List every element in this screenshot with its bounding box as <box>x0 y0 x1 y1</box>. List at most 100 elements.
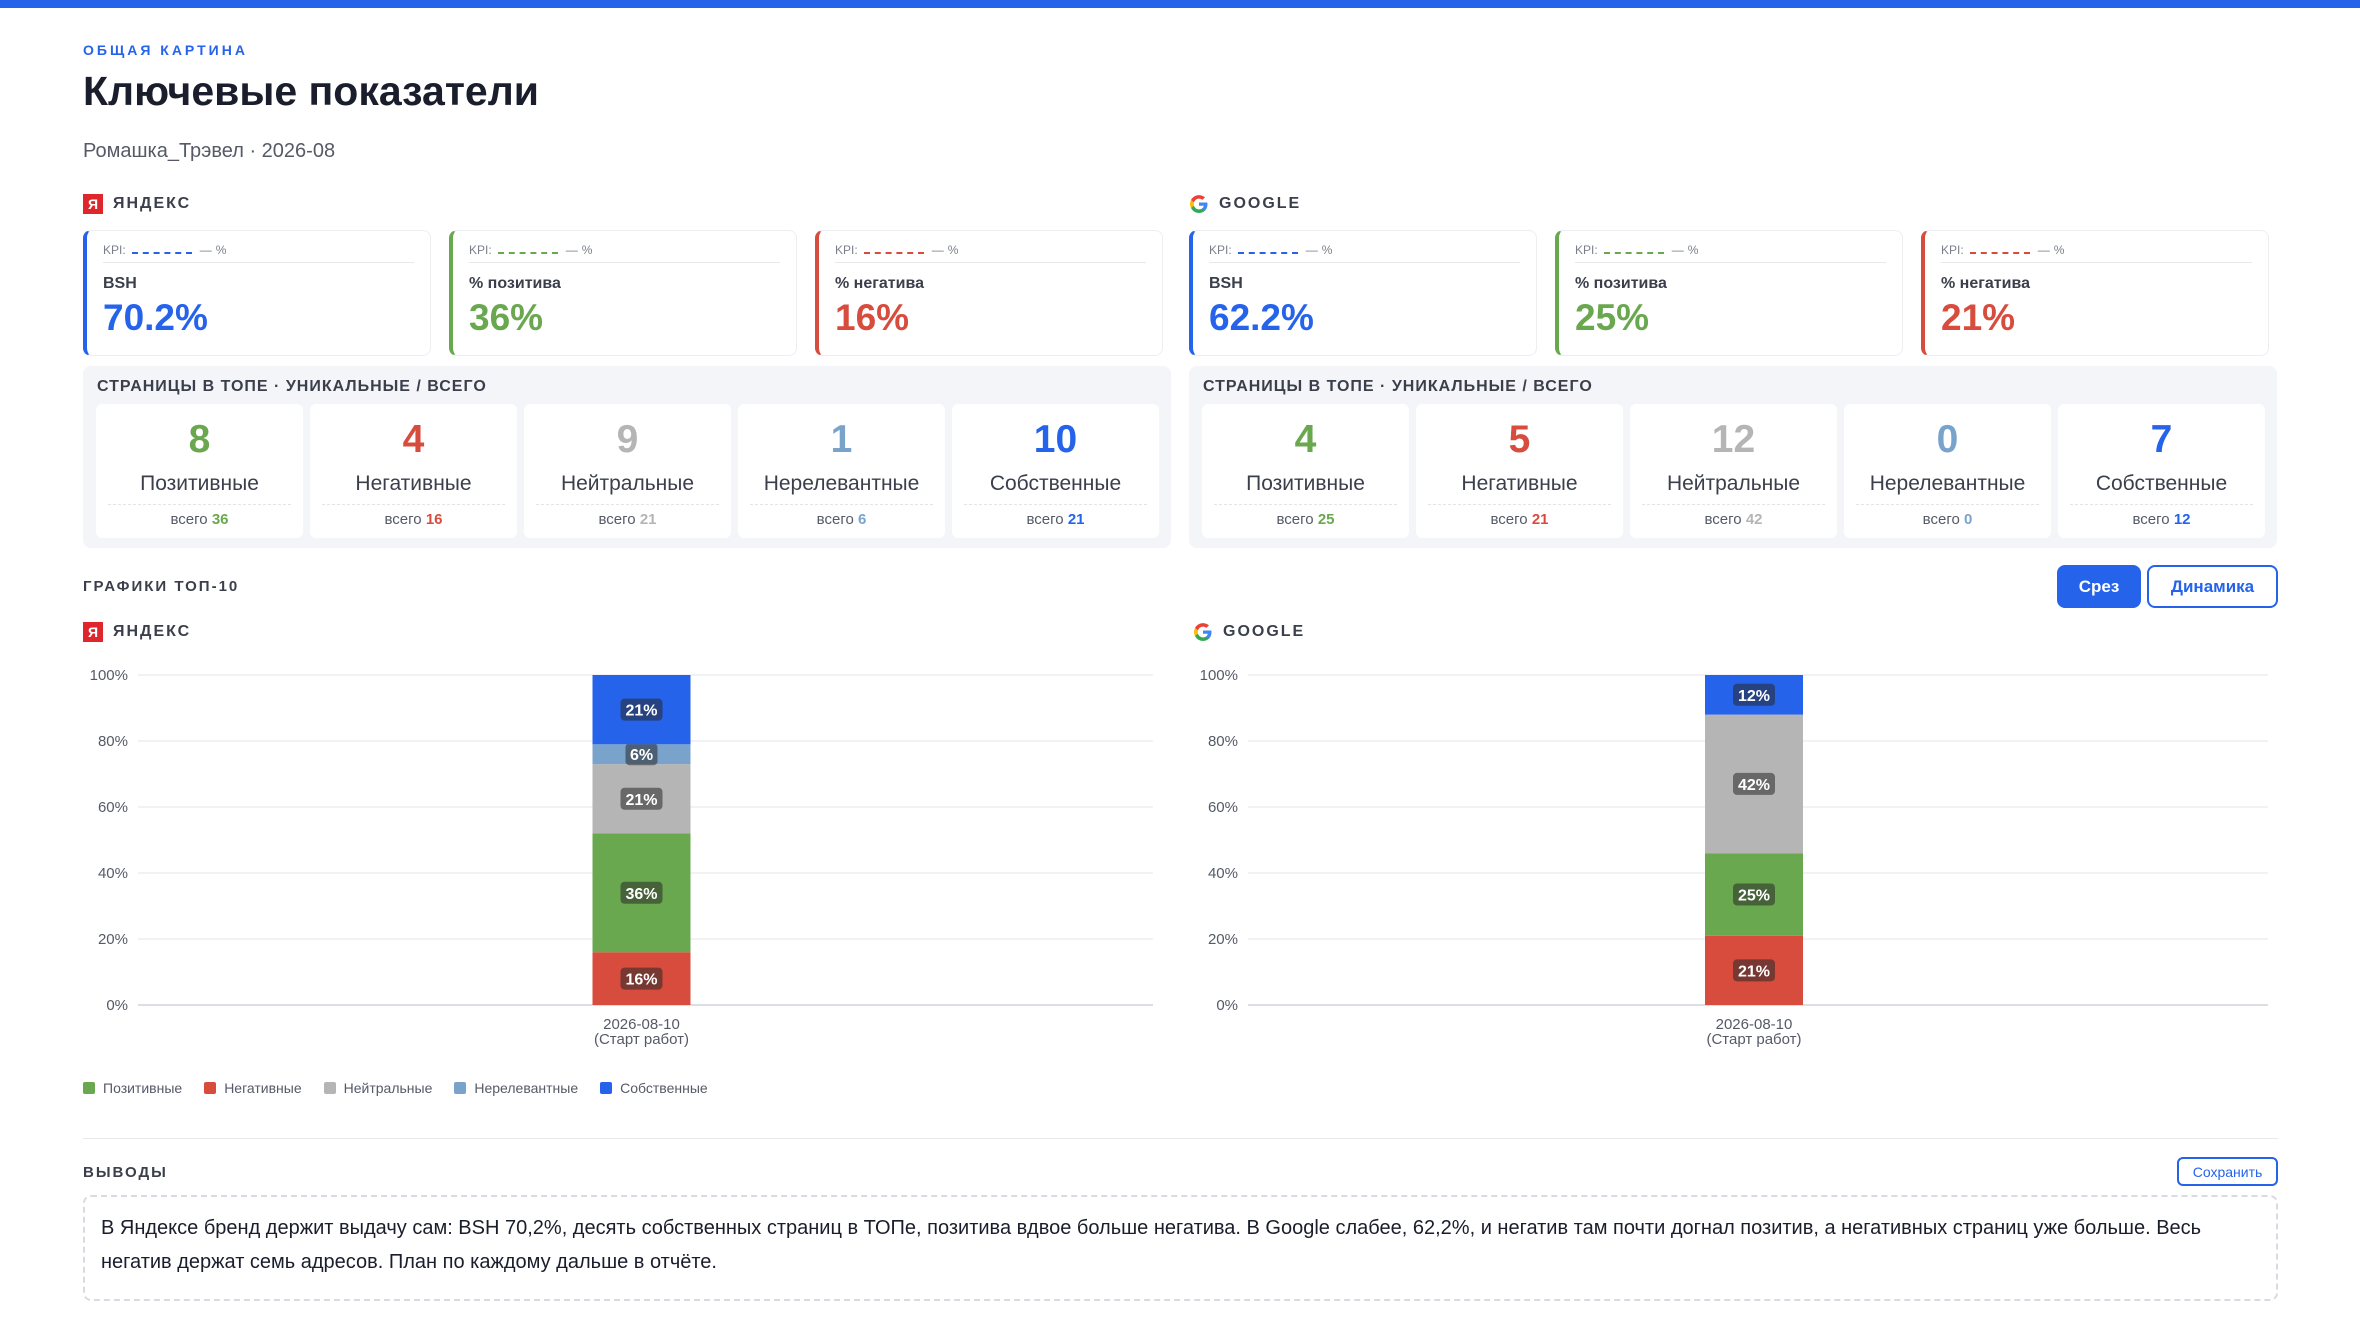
pages-category: Нейтральные <box>1642 472 1825 505</box>
pages-count: 7 <box>2150 418 2173 461</box>
yandex-pages-irrelevant: 1 Нерелевантные всего 6 <box>738 404 945 538</box>
yandex-chart-title: ЯНДЕКС <box>113 623 192 640</box>
google-pages-own: 7 Собственные всего 12 <box>2058 404 2265 538</box>
pages-total: всего 16 <box>384 511 443 528</box>
data-label: 42% <box>1738 777 1770 794</box>
y-tick-label: 20% <box>98 931 128 948</box>
legend-label: Позитивные <box>103 1080 183 1096</box>
legend-item[interactable]: Позитивные <box>83 1080 182 1096</box>
pages-total: всего 0 <box>1922 511 1973 528</box>
data-label-bg <box>1733 683 1775 706</box>
kpi-target-line: KPI: —% <box>1941 243 2252 263</box>
x-tick-label: 2026-08-10 <box>1716 1016 1793 1033</box>
yandex-pages-negative: 4 Негативные всего 16 <box>310 404 517 538</box>
pages-category: Собственные <box>2070 472 2253 505</box>
google-kpi-positive: KPI: —% % позитива 25% <box>1555 230 1903 356</box>
pages-count: 1 <box>830 418 853 461</box>
pages-panel-title: СТРАНИЦЫ В ТОПЕ · УНИКАЛЬНЫЕ / ВСЕГО <box>1203 378 1593 395</box>
yandex-label-text: ЯНДЕКС <box>113 195 192 212</box>
top-accent-bar <box>0 0 2360 8</box>
legend-swatch <box>204 1082 217 1094</box>
pages-panel-title: СТРАНИЦЫ В ТОПЕ · УНИКАЛЬНЫЕ / ВСЕГО <box>97 378 487 395</box>
legend-item[interactable]: Собственные <box>600 1080 708 1096</box>
kpi-target-line: KPI: —% <box>103 243 414 263</box>
slice-button[interactable]: Срез <box>2057 565 2141 608</box>
yandex-pages-own: 10 Собственные всего 21 <box>952 404 1159 538</box>
x-tick-label: (Старт работ) <box>594 1031 689 1048</box>
kpi-value: 21% <box>1941 297 2016 338</box>
google-chart-label: GOOGLE <box>1193 622 1305 642</box>
data-label: 25% <box>1738 887 1770 904</box>
kpi-value: 70.2% <box>103 297 208 338</box>
charts-section-title: ГРАФИКИ ТОП-10 <box>83 578 240 595</box>
conclusions-title: ВЫВОДЫ <box>83 1164 168 1181</box>
legend-item[interactable]: Негативные <box>204 1080 302 1096</box>
yandex-stacked-chart: 0% 20% 40% 60% 80% 100% 16% 36% 21% 6% 21% 2026-08-… <box>90 667 1153 1048</box>
kpi-target-line: KPI: —% <box>469 243 780 263</box>
pages-count: 12 <box>1711 418 1756 461</box>
kpi-target-line: KPI: —% <box>1575 243 1886 263</box>
data-label-bg <box>1733 959 1775 982</box>
save-button[interactable]: Сохранить <box>2177 1157 2278 1186</box>
kpi-label: BSH <box>1209 275 1243 292</box>
data-label-bg <box>625 743 658 766</box>
y-tick-label: 60% <box>98 799 128 816</box>
pages-category: Нейтральные <box>536 472 719 505</box>
legend-label: Собственные <box>620 1080 708 1096</box>
pages-category: Негативные <box>1428 472 1611 505</box>
data-label-bg <box>1733 772 1775 795</box>
y-tick-label: 60% <box>1208 799 1238 816</box>
google-pages-negative: 5 Негативные всего 21 <box>1416 404 1623 538</box>
y-tick-label: 20% <box>1208 931 1238 948</box>
google-label-text: GOOGLE <box>1219 195 1302 212</box>
pages-category: Позитивные <box>108 472 291 505</box>
kpi-label: % позитива <box>469 275 561 292</box>
data-label: 36% <box>625 886 657 903</box>
dynamics-button[interactable]: Динамика <box>2147 565 2278 608</box>
y-tick-label: 40% <box>1208 865 1238 882</box>
page-subtitle: Ромашка_Трэвел · 2026-08 <box>83 140 336 162</box>
legend-swatch <box>83 1082 95 1094</box>
data-label-bg <box>620 787 663 810</box>
legend-item[interactable]: Нейтральные <box>323 1080 433 1096</box>
legend-label: Нейтральные <box>343 1080 433 1096</box>
legend-swatch <box>323 1082 336 1094</box>
pages-count: 5 <box>1508 418 1531 461</box>
section-divider <box>83 1138 2278 1139</box>
pages-total: всего 12 <box>2132 511 2191 528</box>
pages-count: 10 <box>1033 418 1078 461</box>
pages-total: всего 25 <box>1276 511 1335 528</box>
yandex-pages-positive: 8 Позитивные всего 36 <box>96 404 303 538</box>
y-tick-label: 100% <box>90 667 128 684</box>
google-pages-positive: 4 Позитивные всего 25 <box>1202 404 1409 538</box>
data-label: 21% <box>1738 963 1770 980</box>
legend-swatch <box>454 1082 467 1094</box>
yandex-section-label: Я ЯНДЕКС <box>83 194 191 214</box>
legend-swatch <box>600 1082 613 1094</box>
y-tick-label: 0% <box>106 997 128 1014</box>
page-eyebrow: ОБЩАЯ КАРТИНА <box>83 42 248 58</box>
data-label: 21% <box>625 792 657 809</box>
data-label: 12% <box>1738 688 1770 705</box>
pages-count: 0 <box>1936 418 1959 461</box>
kpi-label: % негатива <box>835 275 924 292</box>
google-kpi-bsh: KPI: —% BSH 62.2% <box>1189 230 1537 356</box>
pages-total: всего 42 <box>1704 511 1763 528</box>
kpi-label: BSH <box>103 275 137 292</box>
google-chart-title: GOOGLE <box>1223 623 1306 640</box>
legend-label: Негативные <box>224 1080 302 1096</box>
yandex-chart-label: Я ЯНДЕКС <box>83 622 191 642</box>
kpi-value: 62.2% <box>1209 297 1314 338</box>
y-tick-label: 80% <box>1208 733 1238 750</box>
y-tick-label: 0% <box>1216 997 1238 1014</box>
pages-total: всего 21 <box>1490 511 1549 528</box>
yandex-icon: Я <box>83 194 103 214</box>
pages-total: всего 21 <box>1026 511 1085 528</box>
kpi-target-line: KPI: —% <box>1209 243 1520 263</box>
kpi-target-line: KPI: —% <box>835 243 1146 263</box>
legend-item[interactable]: Нерелевантные <box>454 1080 578 1096</box>
google-pages-panel: СТРАНИЦЫ В ТОПЕ · УНИКАЛЬНЫЕ / ВСЕГО 4 П… <box>1189 366 2277 548</box>
pages-count: 8 <box>188 418 211 461</box>
conclusions-text[interactable]: В Яндексе бренд держит выдачу сам: BSH 7… <box>83 1195 2278 1301</box>
yandex-icon: Я <box>83 622 103 642</box>
